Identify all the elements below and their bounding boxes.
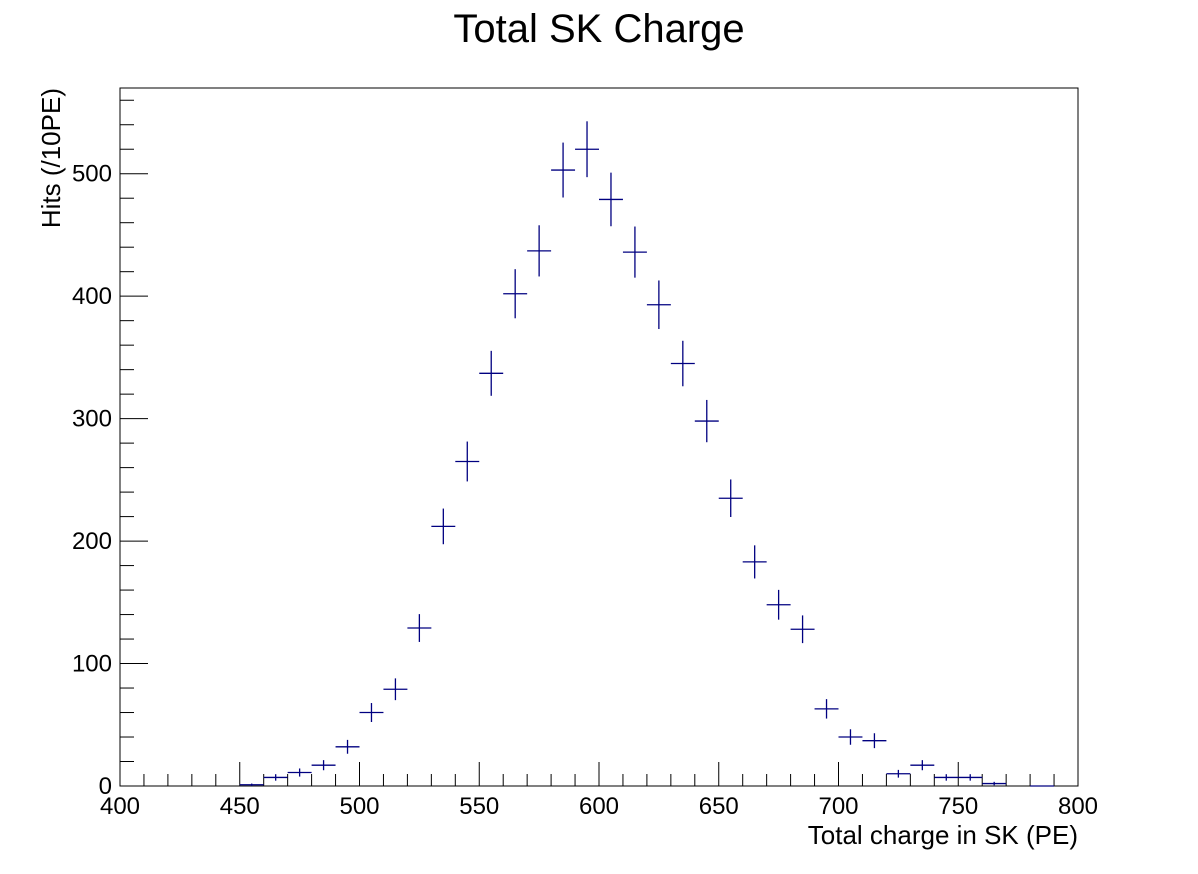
axis-ticks: [119, 99, 1079, 787]
x-tick-label: 550: [459, 793, 499, 820]
data-point: [670, 340, 695, 387]
x-tick-label: 500: [339, 793, 379, 820]
data-point: [958, 774, 983, 781]
data-point: [359, 703, 384, 723]
data-point: [862, 733, 887, 749]
axis-tick-labels: 400 450 500 550 600 650 700 750 800 0 100 200 300 400…: [72, 161, 1098, 820]
plot-frame: [119, 87, 1079, 787]
data-point: [383, 678, 408, 701]
data-point: [622, 226, 647, 278]
data-point: [694, 399, 719, 443]
data-point: [551, 142, 576, 198]
data-point: [479, 350, 504, 396]
x-tick-label: 650: [699, 793, 739, 820]
data-point: [311, 760, 336, 771]
data-point: [718, 479, 743, 518]
data-points: [239, 121, 1055, 787]
data-point: [790, 615, 815, 644]
y-tick-label: 400: [72, 283, 112, 310]
y-tick-label: 300: [72, 406, 112, 433]
data-point: [934, 774, 959, 781]
data-point: [575, 121, 599, 178]
x-tick-label: 400: [100, 793, 140, 820]
data-point: [814, 699, 839, 719]
data-point: [335, 739, 360, 754]
data-point: [599, 172, 623, 227]
y-tick-label: 0: [99, 773, 112, 800]
data-point: [263, 774, 288, 781]
x-axis-label: Total charge in SK (PE): [808, 820, 1078, 850]
data-point: [838, 729, 863, 745]
x-tick-label: 450: [220, 793, 260, 820]
y-axis-label: Hits (/10PE): [36, 88, 66, 228]
data-point: [646, 280, 671, 330]
data-point: [766, 589, 791, 620]
data-point: [742, 545, 767, 579]
y-tick-label: 200: [72, 528, 112, 555]
x-tick-label: 600: [579, 793, 619, 820]
data-point: [239, 783, 264, 786]
data-point: [503, 269, 528, 319]
y-tick-label: 500: [72, 161, 112, 188]
data-point: [287, 768, 312, 777]
x-tick-label: 750: [938, 793, 978, 820]
chart-title: Total SK Charge: [453, 7, 744, 51]
data-point: [910, 760, 935, 771]
data-point: [982, 781, 1007, 786]
x-tick-label: 800: [1058, 793, 1098, 820]
data-point: [407, 614, 432, 642]
data-point: [527, 225, 552, 277]
data-point: [431, 508, 456, 545]
x-tick-label: 700: [818, 793, 858, 820]
data-point: [455, 441, 480, 482]
data-point: [886, 769, 911, 778]
y-tick-label: 100: [72, 651, 112, 678]
